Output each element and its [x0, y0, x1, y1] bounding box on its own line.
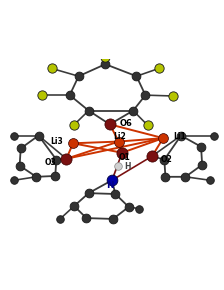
Point [127, 204, 131, 209]
Point [54, 174, 57, 178]
Point [184, 175, 187, 179]
Point [108, 122, 112, 127]
Point [65, 156, 68, 161]
Point [37, 133, 40, 138]
Point [12, 178, 16, 183]
Point [87, 108, 90, 113]
Point [150, 154, 154, 159]
Point [103, 55, 107, 60]
Point [137, 206, 140, 211]
Point [199, 144, 203, 149]
Point [213, 133, 216, 138]
Point [135, 74, 138, 79]
Text: O3: O3 [45, 158, 56, 167]
Point [18, 163, 22, 168]
Point [117, 139, 121, 144]
Point [85, 216, 88, 220]
Point [12, 133, 16, 138]
Point [200, 162, 204, 167]
Text: Li2: Li2 [113, 132, 126, 141]
Point [179, 133, 183, 138]
Point [208, 178, 212, 183]
Point [131, 108, 135, 113]
Point [72, 122, 76, 127]
Point [40, 93, 44, 97]
Text: Li1: Li1 [173, 132, 186, 141]
Point [162, 136, 165, 140]
Point [87, 191, 90, 195]
Point [110, 178, 114, 183]
Point [171, 94, 175, 98]
Point [68, 93, 71, 97]
Text: N: N [106, 181, 114, 190]
Point [164, 175, 167, 179]
Text: Li3: Li3 [50, 137, 63, 146]
Point [72, 204, 76, 208]
Text: H: H [124, 162, 131, 171]
Text: O6: O6 [120, 119, 133, 128]
Point [163, 157, 166, 162]
Point [116, 164, 119, 169]
Point [103, 62, 107, 66]
Point [55, 157, 58, 162]
Text: O1: O1 [118, 153, 130, 162]
Point [114, 192, 117, 196]
Point [50, 66, 54, 71]
Point [58, 217, 61, 222]
Point [146, 123, 149, 128]
Point [34, 175, 38, 179]
Point [71, 141, 75, 146]
Point [19, 146, 23, 151]
Point [144, 93, 147, 97]
Point [157, 66, 161, 71]
Text: O2: O2 [161, 155, 173, 164]
Point [111, 217, 115, 221]
Point [77, 74, 80, 79]
Point [120, 151, 124, 155]
